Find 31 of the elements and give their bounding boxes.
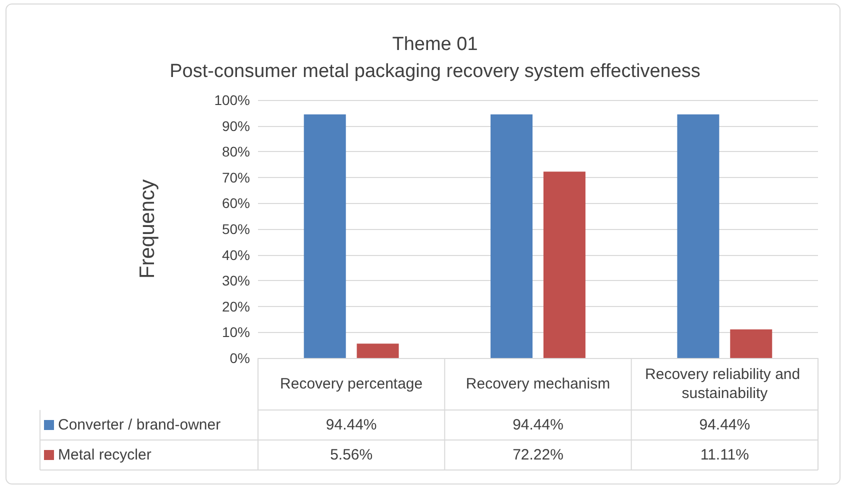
legend-label: Metal recycler [58,446,152,464]
bar [490,114,533,358]
data-label: 72.22% [512,446,564,464]
y-tick-label: 20% [222,298,250,314]
bar [730,329,772,358]
y-axis-title: Frequency [136,178,159,279]
x-tick-label: Recovery reliability and sustainability [645,366,804,402]
data-label: 11.11% [700,446,749,464]
bar [304,114,346,358]
data-label: 94.44% [699,416,750,434]
bar [543,172,586,358]
x-tick-label: Recovery mechanism [466,376,610,392]
y-tick-label: 0% [230,350,250,366]
y-tick-label: 10% [222,324,250,340]
bar [677,114,720,358]
data-label: 94.44% [326,416,377,434]
chart-subtitle: Post-consumer metal packaging recovery system effectiveness [170,61,700,82]
y-tick-label: 50% [222,221,250,237]
y-tick-label: 70% [222,169,250,186]
legend-label: Converter / brand-owner [58,416,221,434]
y-tick-label: 80% [222,144,250,160]
bar [356,344,399,358]
data-label: 94.44% [512,416,564,434]
chart-title: Theme 01 [392,34,478,55]
y-tick-label: 90% [222,118,250,134]
y-tick-label: 30% [222,272,250,289]
y-tick-label: 60% [222,195,250,212]
x-tick-label: Recovery percentage [280,376,423,392]
y-tick-label: 100% [214,92,250,108]
data-label: 5.56% [330,446,373,464]
y-tick-label: 40% [222,246,250,263]
